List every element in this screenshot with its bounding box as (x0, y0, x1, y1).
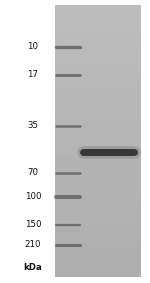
Text: kDa: kDa (24, 263, 42, 272)
Text: 10: 10 (27, 42, 39, 51)
Text: 150: 150 (25, 220, 41, 230)
Text: 100: 100 (25, 192, 41, 201)
Text: 17: 17 (27, 70, 39, 80)
Text: 70: 70 (27, 168, 39, 177)
Text: 35: 35 (27, 121, 39, 130)
Text: 210: 210 (25, 240, 41, 249)
